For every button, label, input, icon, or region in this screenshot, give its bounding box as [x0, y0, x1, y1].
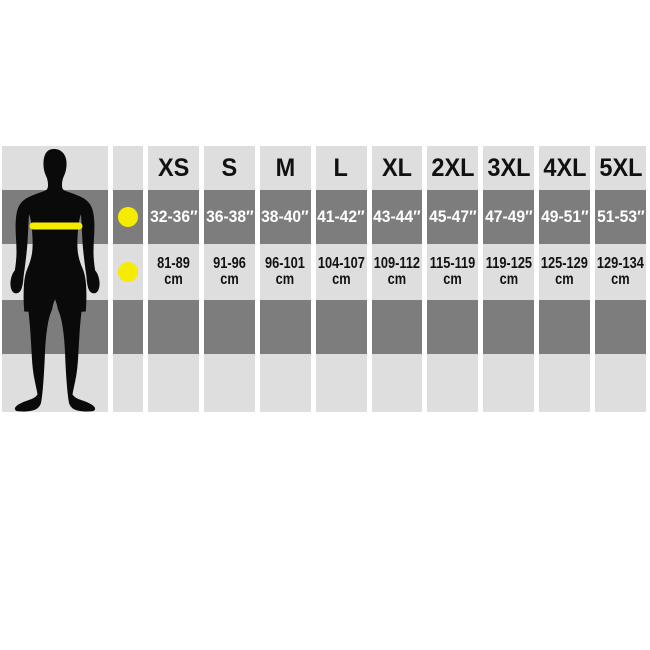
- band-row-5: [315, 354, 367, 412]
- band-row-5: [427, 354, 479, 412]
- chest-inches-cell: 45-47″: [427, 190, 479, 244]
- chest-cm-value: 104-107 cm: [317, 255, 365, 288]
- band-row-5: [113, 354, 143, 412]
- size-label: S: [221, 153, 238, 182]
- chest-inches-value: 43-44″: [373, 207, 421, 226]
- chest-inches-cell: 41-42″: [315, 190, 367, 244]
- chest-cm-cell: 91-96 cm: [203, 244, 255, 300]
- chest-inches-value: 36-38″: [205, 207, 254, 226]
- size-label: 3XL: [487, 153, 531, 182]
- band-row-5: [595, 354, 647, 412]
- band-row-4: [148, 300, 199, 354]
- chest-cm-cell: 129-134 cm: [595, 244, 647, 300]
- band-row-4: [483, 300, 535, 354]
- chest-inches-cell: 38-40″: [259, 190, 311, 244]
- male-silhouette: [10, 149, 100, 412]
- band-row-4: [371, 300, 423, 354]
- size-label-cell: 3XL: [483, 146, 535, 190]
- chest-inches-value: 47-49″: [485, 207, 533, 226]
- size-label-cell: M: [259, 146, 311, 190]
- chest-cm-value: 125-129 cm: [541, 255, 589, 288]
- chest-cm-cell: 119-125 cm: [483, 244, 535, 300]
- chest-cm-value: 81-89 cm: [157, 255, 190, 288]
- size-label: M: [275, 153, 296, 182]
- size-label: 2XL: [431, 153, 475, 182]
- band-row-4: [595, 300, 647, 354]
- band-row-5: [203, 354, 255, 412]
- band-row-4: [539, 300, 591, 354]
- chest-inches-cell: 49-51″: [539, 190, 591, 244]
- band-row-4: [315, 300, 367, 354]
- chest-cm-cell: 109-112 cm: [371, 244, 423, 300]
- chest-indicator-dot-inches: [118, 207, 138, 227]
- chest-cm-cell: 104-107 cm: [315, 244, 367, 300]
- measure-indicator-column: [113, 146, 143, 412]
- chest-cm-cell: 81-89 cm: [148, 244, 199, 300]
- size-label: 5XL: [599, 153, 643, 182]
- band-row-5: [259, 354, 311, 412]
- size-label-cell: 5XL: [595, 146, 647, 190]
- band-row-5: [371, 354, 423, 412]
- size-label: 4XL: [543, 153, 587, 182]
- chest-inches-cell: 47-49″: [483, 190, 535, 244]
- band-row-4: [203, 300, 255, 354]
- chest-cm-value: 119-125 cm: [485, 255, 532, 288]
- chest-cm-cell: 115-119 cm: [427, 244, 479, 300]
- chest-inches-value: 51-53″: [596, 207, 645, 226]
- size-column: S 36-38″ 91-96 cm: [203, 146, 255, 412]
- body-silhouette-cell: [2, 146, 108, 412]
- chest-cm-cell: 96-101 cm: [259, 244, 311, 300]
- size-label-cell: 4XL: [539, 146, 591, 190]
- chest-inches-value: 41-42″: [317, 207, 365, 226]
- band-row-5: [539, 354, 591, 412]
- band-row-5: [483, 354, 535, 412]
- size-label-cell: XS: [148, 146, 199, 190]
- size-column: XS 32-36″ 81-89 cm: [148, 146, 199, 412]
- size-label-cell: S: [203, 146, 255, 190]
- chest-cm-value: 115-119 cm: [430, 255, 476, 288]
- band-row-5: [148, 354, 199, 412]
- size-column: 4XL 49-51″ 125-129 cm: [539, 146, 591, 412]
- band-row-2: [113, 190, 143, 244]
- band-row-4: [427, 300, 479, 354]
- size-chart-table: XS 32-36″ 81-89 cm S 36-38″ 91-96 cm M 38-…: [2, 146, 647, 412]
- size-column: 5XL 51-53″ 129-134 cm: [595, 146, 647, 412]
- size-column: L 41-42″ 104-107 cm: [315, 146, 367, 412]
- male-body-shape: [10, 149, 100, 412]
- size-column: 2XL 45-47″ 115-119 cm: [427, 146, 479, 412]
- chest-inches-value: 49-51″: [540, 207, 589, 226]
- chest-indicator-dot-cm: [118, 262, 138, 282]
- band-row-1: [113, 146, 143, 190]
- size-label: XS: [157, 153, 190, 182]
- band-row-4: [113, 300, 143, 354]
- size-label: XL: [381, 153, 413, 182]
- band-row-4: [2, 300, 108, 354]
- size-label-cell: XL: [371, 146, 423, 190]
- size-column: XL 43-44″ 109-112 cm: [371, 146, 423, 412]
- band-row-5: [2, 354, 108, 412]
- size-label-cell: 2XL: [427, 146, 479, 190]
- chest-cm-value: 91-96 cm: [212, 255, 246, 288]
- band-row-3: [113, 244, 143, 300]
- chest-inches-cell: 43-44″: [371, 190, 423, 244]
- chest-inches-cell: 51-53″: [595, 190, 647, 244]
- chest-cm-cell: 125-129 cm: [539, 244, 591, 300]
- band-row-4: [259, 300, 311, 354]
- chest-inches-value: 38-40″: [261, 207, 309, 226]
- chest-inches-value: 32-36″: [149, 207, 198, 226]
- chest-inches-value: 45-47″: [429, 207, 477, 226]
- chest-cm-value: 129-134 cm: [597, 255, 645, 288]
- size-column: 3XL 47-49″ 119-125 cm: [483, 146, 535, 412]
- size-column: M 38-40″ 96-101 cm: [259, 146, 311, 412]
- chest-inches-cell: 36-38″: [203, 190, 255, 244]
- size-label-cell: L: [315, 146, 367, 190]
- size-label: L: [333, 153, 349, 182]
- chest-inches-cell: 32-36″: [148, 190, 199, 244]
- chest-cm-value: 96-101 cm: [265, 255, 306, 288]
- chest-cm-value: 109-112 cm: [373, 255, 421, 288]
